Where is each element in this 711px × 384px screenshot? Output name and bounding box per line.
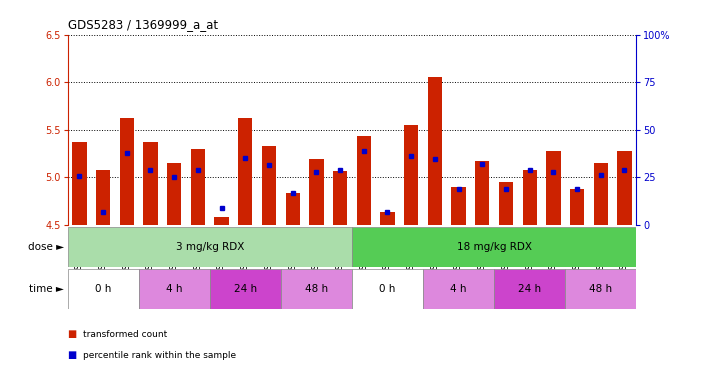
Bar (139, 269, 210, 309)
Bar (523, 169, 537, 225)
Text: GSM306962: GSM306962 (193, 228, 203, 274)
Bar (570, 189, 584, 225)
Bar (215, 217, 229, 225)
Text: GDS5283 / 1369999_a_at: GDS5283 / 1369999_a_at (68, 18, 218, 31)
Bar (281, 269, 352, 309)
Text: GSM306984: GSM306984 (454, 228, 463, 274)
Text: GSM306956: GSM306956 (122, 228, 132, 275)
Bar (546, 151, 560, 225)
Text: ■: ■ (68, 350, 77, 360)
Text: 24 h: 24 h (518, 284, 541, 294)
Text: GSM306966: GSM306966 (241, 228, 250, 275)
Bar (119, 118, 134, 225)
Bar (144, 142, 158, 225)
Bar (210, 269, 281, 309)
Bar (428, 77, 442, 225)
Bar (499, 182, 513, 225)
Bar (262, 146, 276, 225)
Text: ■: ■ (68, 329, 77, 339)
Bar (191, 149, 205, 225)
Text: GSM306978: GSM306978 (383, 228, 392, 274)
Text: 48 h: 48 h (589, 284, 612, 294)
Bar (494, 269, 565, 309)
Text: GSM306988: GSM306988 (501, 228, 510, 274)
Text: GSM306982: GSM306982 (430, 228, 439, 274)
Bar (68, 227, 352, 267)
Text: transformed count: transformed count (83, 329, 167, 339)
Text: GSM306976: GSM306976 (359, 228, 368, 275)
Bar (475, 161, 489, 225)
Bar (451, 187, 466, 225)
Text: GSM306954: GSM306954 (99, 228, 107, 275)
Text: 0 h: 0 h (379, 284, 396, 294)
Bar (286, 193, 300, 225)
Text: 3 mg/kg RDX: 3 mg/kg RDX (176, 242, 244, 252)
Text: 48 h: 48 h (305, 284, 328, 294)
Bar (352, 227, 636, 267)
Text: 18 mg/kg RDX: 18 mg/kg RDX (456, 242, 532, 252)
Bar (333, 171, 347, 225)
Text: 4 h: 4 h (166, 284, 183, 294)
Bar (96, 169, 110, 225)
Text: GSM306986: GSM306986 (478, 228, 487, 274)
Text: GSM306952: GSM306952 (75, 228, 84, 274)
Bar (167, 163, 181, 225)
Text: GSM306998: GSM306998 (620, 228, 629, 274)
Text: GSM306964: GSM306964 (217, 228, 226, 275)
Bar (423, 269, 494, 309)
Bar (594, 163, 608, 225)
Bar (357, 136, 371, 225)
Bar (404, 125, 418, 225)
Text: GSM306992: GSM306992 (549, 228, 558, 274)
Text: 24 h: 24 h (234, 284, 257, 294)
Text: GSM306996: GSM306996 (597, 228, 605, 275)
Bar (68, 269, 139, 309)
Text: percentile rank within the sample: percentile rank within the sample (83, 351, 236, 360)
Text: GSM306972: GSM306972 (312, 228, 321, 274)
Bar (617, 151, 631, 225)
Bar (565, 269, 636, 309)
Text: GSM306974: GSM306974 (336, 228, 345, 275)
Bar (238, 118, 252, 225)
Bar (73, 142, 87, 225)
Text: time ►: time ► (29, 284, 64, 294)
Bar (309, 159, 324, 225)
Text: GSM306970: GSM306970 (288, 228, 297, 275)
Text: GSM306960: GSM306960 (170, 228, 178, 275)
Text: dose ►: dose ► (28, 242, 64, 252)
Text: GSM306958: GSM306958 (146, 228, 155, 274)
Bar (352, 269, 423, 309)
Text: GSM306994: GSM306994 (572, 228, 582, 275)
Text: 0 h: 0 h (95, 284, 112, 294)
Text: GSM306968: GSM306968 (264, 228, 274, 274)
Text: GSM306980: GSM306980 (407, 228, 416, 274)
Bar (380, 212, 395, 225)
Text: 4 h: 4 h (450, 284, 467, 294)
Text: GSM306990: GSM306990 (525, 228, 534, 275)
